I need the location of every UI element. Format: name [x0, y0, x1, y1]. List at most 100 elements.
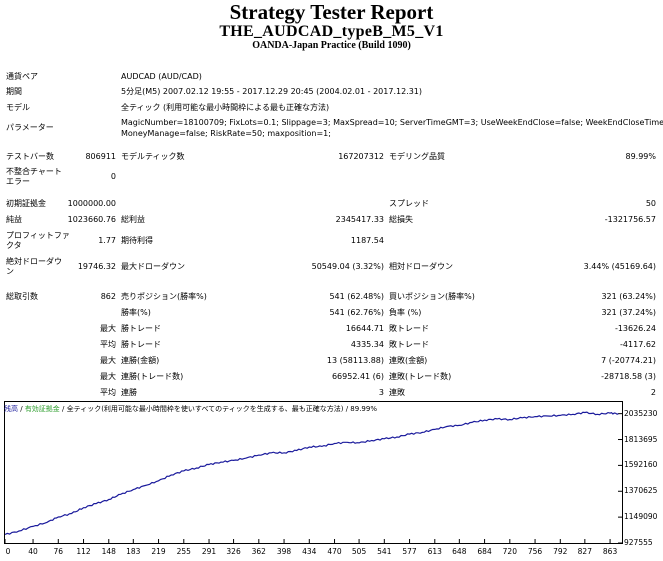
server-name: OANDA-Japan Practice (Build 1090) — [252, 40, 411, 51]
legend-balance: 残高 — [4, 405, 18, 413]
deposit-value: 1000000.00 — [67, 199, 116, 208]
long-positions-label: 買いポジション(勝率%) — [389, 292, 475, 301]
cons-loss-label: 連敗(トレード数) — [389, 372, 452, 381]
cons-loss-value: -28718.58 (3) — [601, 372, 656, 381]
quality-value: 89.99% — [625, 152, 656, 161]
x-tick-label: 326 — [226, 547, 241, 556]
avg-win-value: 4335.34 — [350, 340, 384, 349]
ea-name: THE_AUDCAD_typeB_M5_V1 — [219, 23, 444, 40]
cons-wins-money-label: 連勝(金額) — [121, 356, 160, 365]
bars-label: テストバー数 — [6, 152, 54, 161]
ticks-label: モデルティック数 — [121, 152, 185, 161]
net-profit-label: 純益 — [6, 215, 22, 224]
gross-profit-label: 総利益 — [121, 215, 145, 224]
x-tick-label: 684 — [477, 547, 492, 556]
avg-cons-losses-label: 連敗 — [389, 388, 405, 397]
max-drawdown-value: 50549.04 (3.32%) — [311, 262, 384, 271]
quality-label: モデリング品質 — [389, 152, 445, 161]
profit-factor-value: 1.77 — [98, 236, 116, 245]
cons-losses-money-value: 7 (-20774.21) — [601, 356, 656, 365]
total-trades-value: 862 — [100, 292, 116, 301]
x-tick-label: 255 — [176, 547, 191, 556]
win-rate-label: 勝率(%) — [121, 308, 151, 317]
relative-drawdown-label: 相対ドローダウン — [389, 262, 453, 271]
y-tick-label: 1149090 — [624, 512, 658, 522]
balance-line — [4, 411, 619, 536]
win-rate-value: 541 (62.76%) — [329, 308, 384, 317]
x-tick-label: 398 — [276, 547, 292, 556]
total-trades-label: 総取引数 — [6, 292, 38, 301]
model-label: モデル — [6, 103, 30, 112]
mismatch-value: 0 — [110, 172, 116, 181]
gross-profit-value: 2345417.33 — [335, 215, 384, 224]
ticks-value: 167207312 — [338, 152, 384, 161]
short-positions-label: 売りポジション(勝率%) — [121, 292, 207, 301]
period-value: 5分足(M5) 2007.02.12 19:55 - 2017.12.29 20… — [121, 87, 423, 96]
gross-loss-value: -1321756.57 — [604, 215, 656, 224]
model-value: 全ティック (利用可能な最小時間枠による最も正確な方法) — [121, 103, 330, 112]
legend-equity: 有効証拠金 — [24, 405, 60, 413]
gross-loss-label: 総損失 — [389, 215, 413, 224]
cons-losses-money-label: 連敗(金額) — [389, 356, 428, 365]
x-tick-label: 577 — [402, 547, 417, 556]
cons-profit-label: 連勝(トレード数) — [121, 372, 184, 381]
x-tick-label: 827 — [577, 547, 592, 556]
avg-label-2: 平均 — [100, 388, 116, 397]
bars-value: 806911 — [85, 152, 116, 161]
x-tick-label: 792 — [553, 547, 568, 556]
x-tick-label: 112 — [76, 547, 91, 556]
avg-label: 平均 — [100, 340, 116, 349]
y-tick-label: 1813695 — [624, 434, 658, 444]
x-tick-label: 541 — [377, 547, 392, 556]
expected-payoff-value: 1187.54 — [350, 236, 384, 245]
spread-label: スプレッド — [389, 199, 429, 208]
report-title: Strategy Tester Report — [229, 0, 434, 24]
avg-loss-label: 敗トレード — [389, 340, 429, 349]
y-tick-label: 1370625 — [624, 486, 658, 496]
y-tick-label: 927555 — [624, 538, 653, 547]
largest-loss-value: -13626.24 — [614, 324, 656, 333]
relative-drawdown-value: 3.44% (45169.64) — [583, 262, 656, 271]
symbol-label: 通貨ペア — [6, 72, 38, 81]
x-tick-label: 183 — [126, 547, 141, 556]
avg-cons-wins-label: 連勝 — [121, 388, 137, 397]
chart-legend: 残高 / 有効証拠金 / 全ティック(利用可能な最小時間枠を使いすべてのティック… — [4, 404, 377, 414]
x-tick-label: 613 — [427, 547, 442, 556]
x-tick-label: 219 — [151, 547, 166, 556]
max-label-3: 最大 — [100, 372, 116, 381]
balance-chart — [4, 401, 623, 544]
spread-value: 50 — [645, 199, 656, 208]
legend-sep: / — [18, 405, 25, 413]
params-line-2: MoneyManage=false; RiskRate=50; maxposit… — [121, 129, 331, 138]
period-label: 期間 — [6, 87, 22, 96]
y-tick-label: 2035230 — [624, 408, 658, 418]
x-tick-label: 470 — [327, 547, 342, 556]
x-tick-label: 756 — [527, 547, 543, 556]
long-positions-value: 321 (63.24%) — [601, 292, 656, 301]
x-tick-label: 148 — [101, 547, 116, 556]
absolute-drawdown-label: 絶対ドローダウ ン — [6, 257, 62, 276]
avg-cons-losses-value: 2 — [650, 388, 656, 397]
params-line-1: MagicNumber=18100709; FixLots=0.1; Slipp… — [121, 118, 663, 127]
x-tick-label: 76 — [53, 547, 64, 556]
symbol-value: AUDCAD (AUD/CAD) — [121, 72, 202, 81]
params-label: パラメーター — [6, 123, 54, 132]
x-tick-label: 505 — [351, 547, 367, 556]
legend-model: / 全ティック(利用可能な最小時間枠を使いすべてのティックを生成する、最も正確な… — [59, 405, 377, 413]
x-tick-label: 434 — [302, 547, 317, 556]
y-tick-label: 1592160 — [624, 460, 658, 470]
net-profit-value: 1023660.76 — [67, 215, 116, 224]
largest-win-value: 16644.71 — [345, 324, 384, 333]
avg-cons-wins-value: 3 — [378, 388, 384, 397]
x-tick-label: 720 — [502, 547, 517, 556]
mismatch-label: 不整合チャート エラー — [6, 167, 62, 186]
loss-rate-label: 負率 (%) — [389, 308, 422, 317]
loss-rate-value: 321 (37.24%) — [601, 308, 656, 317]
x-tick-label: 40 — [28, 547, 38, 556]
short-positions-value: 541 (62.48%) — [329, 292, 384, 301]
cons-wins-money-value: 13 (58113.88) — [326, 356, 384, 365]
x-tick-label: 648 — [452, 547, 467, 556]
max-label: 最大 — [100, 324, 116, 333]
deposit-label: 初期証拠金 — [6, 199, 46, 208]
profit-factor-label: プロフィットファ クタ — [6, 231, 70, 250]
